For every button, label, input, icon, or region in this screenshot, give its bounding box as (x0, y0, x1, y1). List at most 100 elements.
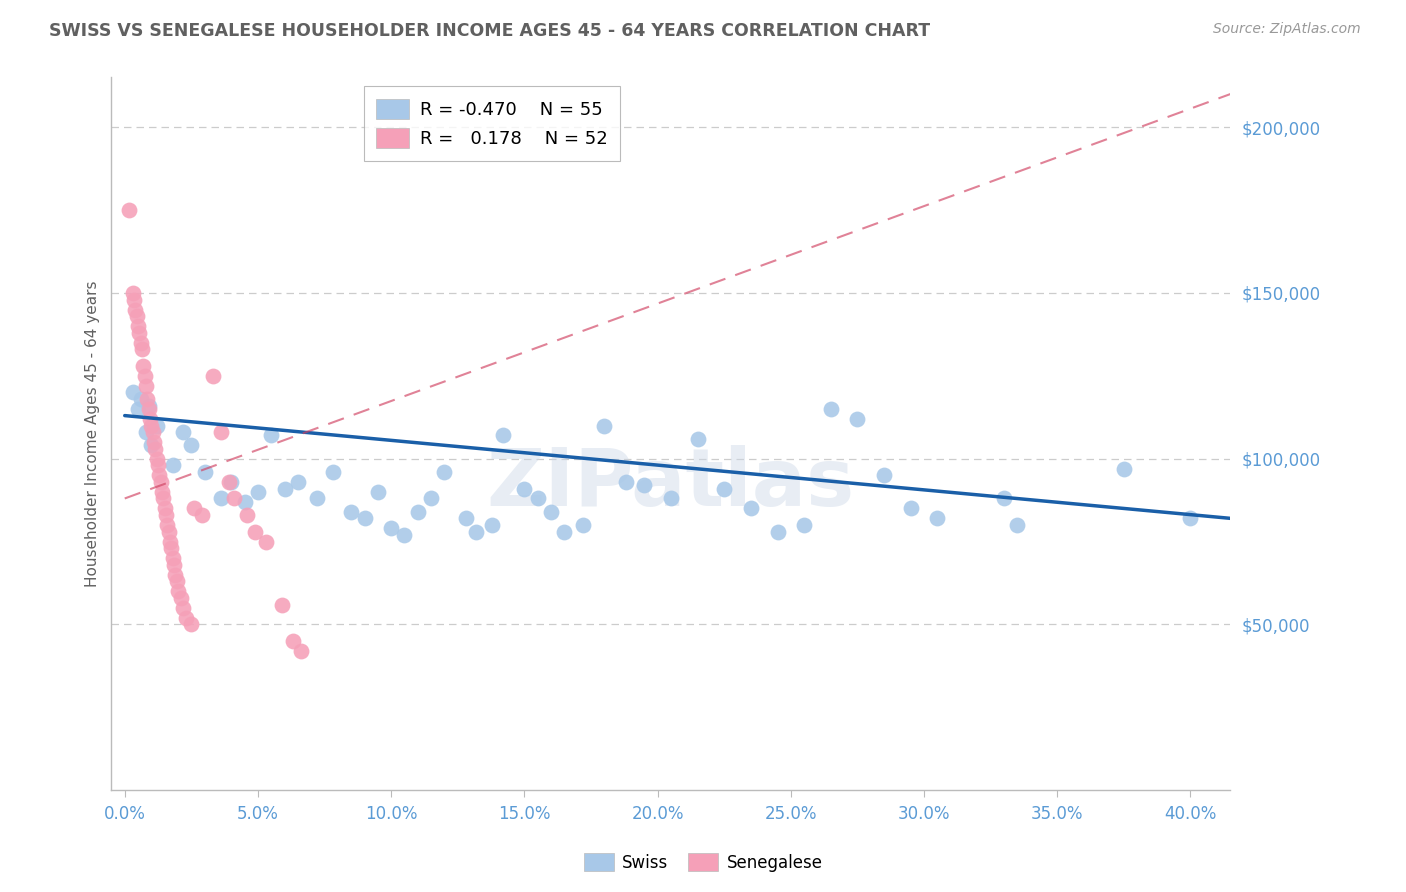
Point (236, 508, 259, 522)
Point (127, 401, 149, 416)
Point (1007, 518, 1029, 533)
Point (141, 438, 163, 452)
Point (153, 501, 176, 516)
Point (174, 611, 197, 625)
Point (846, 412, 869, 426)
Point (180, 617, 202, 632)
Point (183, 501, 205, 516)
Point (155, 508, 177, 522)
Point (118, 202, 141, 217)
Text: Source: ZipAtlas.com: Source: ZipAtlas.com (1213, 22, 1361, 37)
Point (553, 524, 575, 539)
Point (572, 518, 595, 533)
Point (139, 412, 162, 426)
Point (180, 438, 202, 452)
Point (900, 501, 922, 516)
Point (125, 309, 148, 323)
Point (322, 465, 344, 479)
Point (209, 491, 232, 506)
Point (128, 326, 150, 340)
Point (160, 541, 183, 556)
Point (145, 442, 167, 456)
Point (141, 418, 163, 433)
Point (146, 458, 169, 473)
Point (148, 468, 170, 483)
Point (127, 319, 149, 334)
Point (271, 598, 294, 612)
Point (246, 484, 269, 499)
Point (420, 491, 443, 506)
Point (513, 482, 536, 496)
Point (481, 518, 503, 533)
Point (367, 484, 389, 499)
Point (820, 401, 842, 416)
Point (218, 475, 240, 489)
Point (152, 491, 174, 506)
Point (162, 458, 184, 473)
Point (149, 475, 172, 489)
Point (135, 425, 157, 439)
Point (150, 484, 173, 499)
Point (993, 491, 1015, 506)
Point (406, 505, 429, 519)
Point (340, 505, 363, 519)
Point (129, 392, 152, 406)
Point (633, 478, 655, 492)
Point (165, 567, 187, 582)
Point (221, 475, 243, 489)
Point (614, 475, 637, 489)
Point (260, 428, 283, 442)
Point (201, 368, 224, 383)
Point (163, 558, 186, 572)
Point (465, 524, 488, 539)
Point (121, 385, 143, 400)
Point (380, 521, 402, 535)
Point (156, 518, 179, 533)
Point (540, 505, 562, 519)
Point (157, 524, 180, 539)
Point (873, 468, 896, 483)
Point (132, 359, 155, 373)
Point (131, 343, 153, 357)
Point (167, 584, 190, 599)
Point (222, 491, 245, 506)
Point (134, 368, 156, 383)
Point (305, 491, 328, 506)
Point (162, 551, 184, 566)
Point (659, 491, 682, 506)
Point (138, 401, 160, 416)
Point (593, 418, 616, 433)
Point (740, 501, 762, 516)
Point (138, 399, 160, 413)
Point (273, 482, 295, 496)
Point (1180, 511, 1202, 525)
Point (290, 644, 312, 658)
Point (433, 465, 456, 479)
Point (209, 425, 232, 439)
Point (172, 425, 194, 439)
Point (143, 435, 166, 450)
Point (191, 508, 214, 522)
Point (135, 378, 157, 392)
Point (145, 418, 167, 433)
Point (122, 293, 145, 307)
Text: ZIPatlas: ZIPatlas (486, 445, 855, 523)
Point (145, 451, 167, 466)
Point (245, 524, 267, 539)
Point (233, 495, 256, 509)
Point (159, 534, 181, 549)
Y-axis label: Householder Income Ages 45 - 64 years: Householder Income Ages 45 - 64 years (86, 281, 100, 587)
Point (793, 518, 815, 533)
Point (172, 600, 194, 615)
Point (1112, 461, 1135, 475)
Point (281, 634, 304, 648)
Point (454, 511, 477, 525)
Point (394, 528, 416, 542)
Point (136, 392, 159, 406)
Point (686, 432, 709, 446)
Point (927, 511, 949, 525)
Point (713, 482, 735, 496)
Point (170, 591, 193, 605)
Point (492, 428, 515, 442)
Point (526, 491, 548, 506)
